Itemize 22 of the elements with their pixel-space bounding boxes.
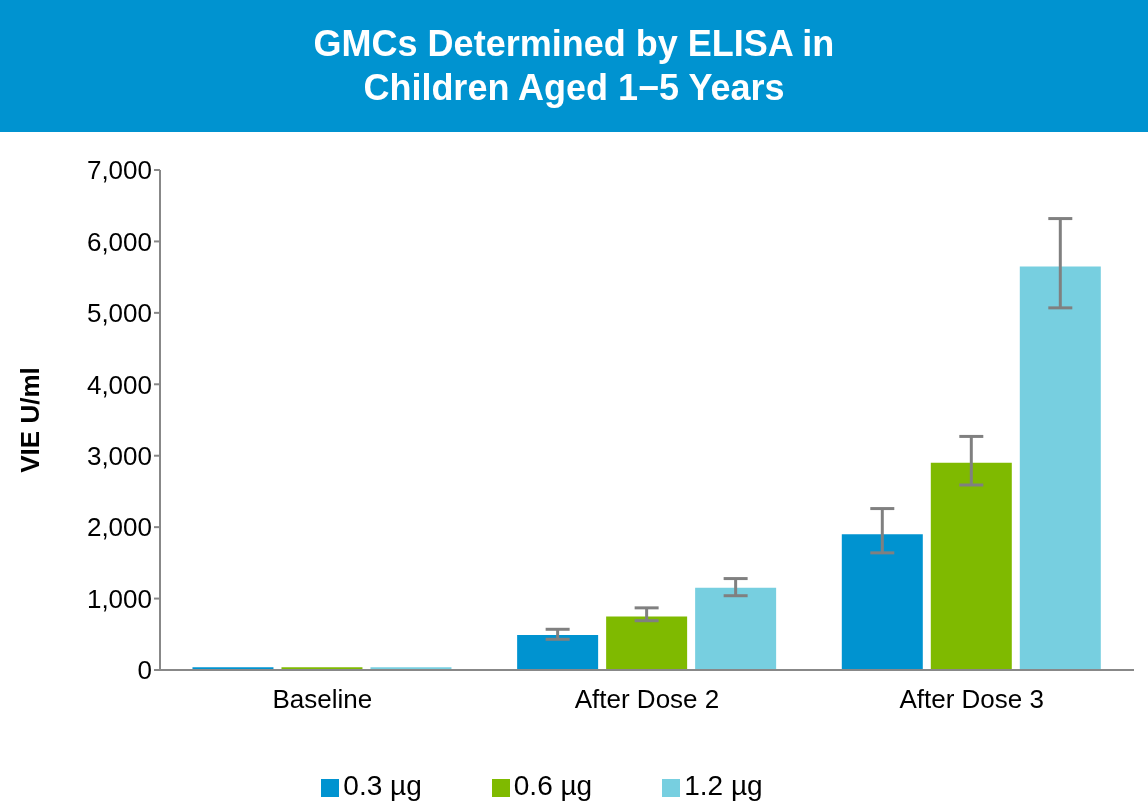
legend-label: 0.3 µg: [343, 770, 422, 801]
y-tick-label: 3,000: [86, 440, 152, 471]
y-tick-label: 0: [137, 655, 152, 686]
y-tick-label: 2,000: [86, 512, 152, 543]
y-tick-label: 7,000: [86, 155, 152, 186]
y-tick-label: 4,000: [86, 369, 152, 400]
x-tick-label: Baseline: [272, 684, 373, 715]
y-tick-label: 1,000: [86, 583, 152, 614]
bar: [695, 587, 777, 670]
bar: [606, 616, 688, 670]
y-tick-label: 5,000: [86, 298, 152, 329]
y-tick-label: 6,000: [86, 226, 152, 257]
bar: [517, 635, 599, 670]
x-tick-label: After Dose 2: [574, 684, 720, 715]
bar: [1019, 266, 1101, 670]
legend-label: 0.6 µg: [513, 770, 593, 801]
legend-label: 1.2 µg: [684, 770, 763, 801]
chart-title: GMCs Determined by ELISA in Children Aged 1−5 Years: [313, 22, 835, 110]
bar: [841, 534, 923, 670]
x-tick-label: After Dose 3: [899, 684, 1044, 715]
y-axis-title: VIE U/ml: [15, 367, 46, 473]
bar: [930, 462, 1012, 670]
